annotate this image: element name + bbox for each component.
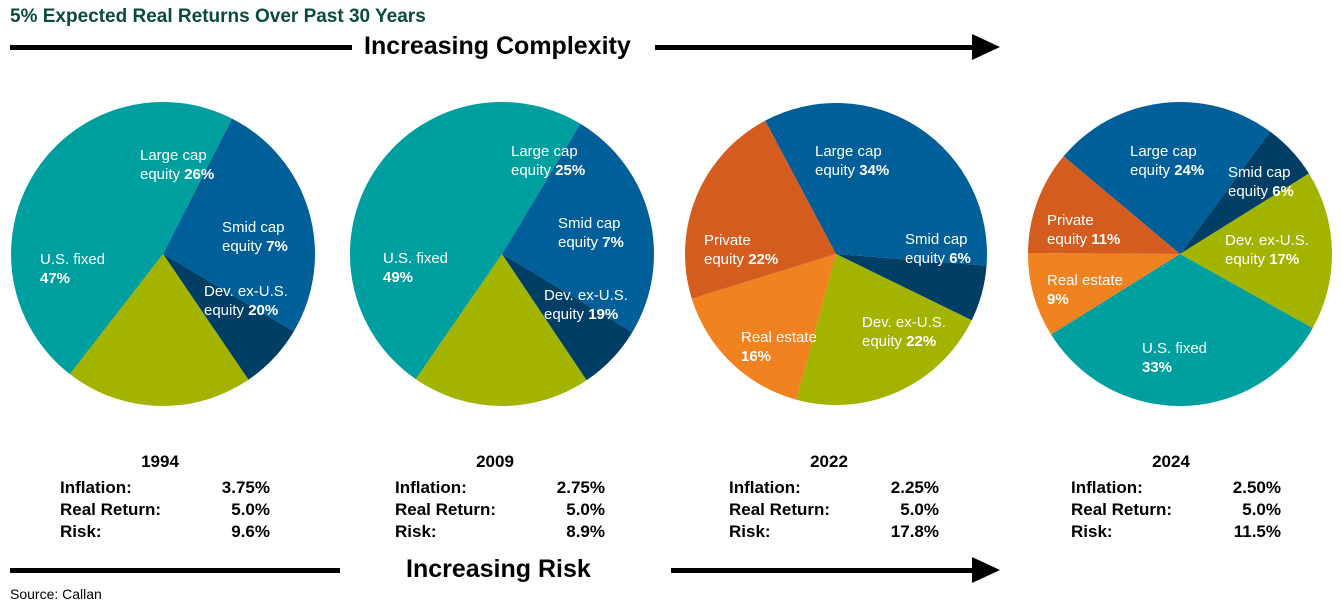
pie-slice: [1028, 156, 1180, 254]
pie-slice: [415, 254, 587, 407]
slice-label: Smid cap equity 7%: [222, 219, 288, 255]
stats-year: 2022: [810, 452, 848, 471]
risk-arrowhead-icon: [972, 557, 1000, 583]
risk-label: Risk:: [60, 522, 102, 541]
pie-slice: [1051, 254, 1313, 406]
slice-label: Dev. ex-U.S. equity 17%: [1225, 232, 1309, 268]
inflation-value: 2.25%: [890, 478, 939, 497]
stats-year: 1994: [141, 452, 179, 471]
complexity-arrowhead-icon: [972, 34, 1000, 60]
pie-slice: [163, 118, 315, 332]
risk-label: Risk:: [395, 522, 437, 541]
real-return-value: 5.0%: [231, 500, 270, 519]
pie-slice: [163, 254, 294, 380]
pie-2009: Large cap equity 25% Smid cap equity 7% Dev.…: [349, 101, 655, 407]
inflation-label: Inflation:: [729, 478, 801, 497]
inflation-label: Inflation:: [1071, 478, 1143, 497]
complexity-arrow-right-line: [655, 45, 973, 50]
pie-2024: Large cap equity 24% Smid cap equity 6% Dev.…: [1027, 102, 1332, 406]
inflation-value: 2.50%: [1232, 478, 1281, 497]
slice-label: Private equity 11%: [1047, 212, 1120, 248]
pie-slice: [1180, 131, 1309, 254]
risk-value: 17.8%: [890, 522, 939, 541]
pie-slice: [1027, 252, 1180, 335]
pie-slice: [691, 254, 836, 400]
slice-label: Smid cap equity 6%: [905, 231, 971, 267]
pie-slice: [349, 101, 581, 380]
pie-slice: [502, 123, 655, 333]
real-return-value: 5.0%: [566, 500, 605, 519]
pie-slice: [1180, 173, 1332, 329]
pie-2022: Large cap equity 34% Smid cap equity 6% Dev.…: [684, 102, 987, 406]
slice-label: Smid cap equity 6%: [1228, 164, 1294, 200]
stats-2009: 2009 Inflation: 2.75% Real Return: 5.0% Ri…: [395, 452, 605, 543]
complexity-arrow-left-line: [10, 45, 352, 50]
stats-2024: 2024 Inflation: 2.50% Real Return: 5.0% Ri…: [1071, 452, 1281, 543]
stats-year: 2009: [476, 452, 514, 471]
slice-label: Large cap equity 34%: [815, 143, 889, 179]
risk-value: 8.9%: [566, 522, 605, 541]
slice-label: U.S. fixed 47%: [40, 251, 105, 287]
real-return-value: 5.0%: [1242, 500, 1281, 519]
inflation-label: Inflation:: [395, 478, 467, 497]
real-return-label: Real Return:: [60, 500, 162, 519]
chart-title: 5% Expected Real Returns Over Past 30 Ye…: [10, 6, 426, 27]
slice-label: Dev. ex-U.S. equity 22%: [862, 314, 946, 350]
pie-slice: [502, 254, 633, 381]
pie-slice: [836, 254, 987, 321]
risk-label: Risk:: [729, 522, 771, 541]
slice-label: Dev. ex-U.S. equity 20%: [204, 283, 288, 319]
inflation-label: Inflation:: [60, 478, 132, 497]
slice-label: Large cap equity 25%: [511, 143, 585, 179]
real-return-label: Real Return:: [729, 500, 831, 519]
real-return-label: Real Return:: [395, 500, 497, 519]
slice-label: Smid cap equity 7%: [558, 215, 624, 251]
slice-label: Large cap equity 24%: [1130, 143, 1204, 179]
pie-slice: [684, 120, 836, 299]
pie-charts: Large cap equity 26%Smid cap equity 7%Dev.…: [11, 101, 1332, 407]
real-return-label: Real Return:: [1071, 500, 1173, 519]
slice-label: Dev. ex-U.S. equity 19%: [544, 287, 628, 323]
complexity-banner: Increasing Complexity: [364, 32, 631, 60]
risk-label: Risk:: [1071, 522, 1113, 541]
inflation-value: 2.75%: [556, 478, 605, 497]
source-note: Source: Callan: [10, 586, 102, 602]
real-return-value: 5.0%: [900, 500, 939, 519]
pie-slice: [69, 254, 249, 407]
pie-slice: [796, 254, 972, 406]
slice-label: U.S. fixed 33%: [1142, 340, 1207, 376]
risk-arrow-right-line: [671, 568, 973, 573]
pie-slice: [765, 102, 987, 266]
slice-label: Real estate 16%: [741, 329, 817, 365]
risk-value: 11.5%: [1233, 522, 1281, 541]
slice-label: Large cap equity 26%: [140, 147, 214, 183]
slice-label: Real estate 9%: [1047, 272, 1123, 308]
stats-year: 2024: [1152, 452, 1190, 471]
risk-value: 9.6%: [231, 522, 270, 541]
stats-2022: 2022 Inflation: 2.25% Real Return: 5.0% Ri…: [729, 452, 939, 543]
pie-1994: Large cap equity 26%Smid cap equity 7% Dev.…: [11, 102, 315, 407]
slice-label: Private equity 22%: [704, 232, 778, 268]
stats-1994: 1994 Inflation: 3.75% Real Return: 5.0% Ri…: [60, 452, 270, 543]
risk-banner: Increasing Risk: [406, 555, 591, 583]
slice-label: U.S. fixed 49%: [383, 250, 448, 286]
pie-slice: [1063, 102, 1271, 254]
pie-slice: [11, 102, 233, 375]
risk-arrow-left-line: [10, 568, 340, 573]
inflation-value: 3.75%: [221, 478, 270, 497]
